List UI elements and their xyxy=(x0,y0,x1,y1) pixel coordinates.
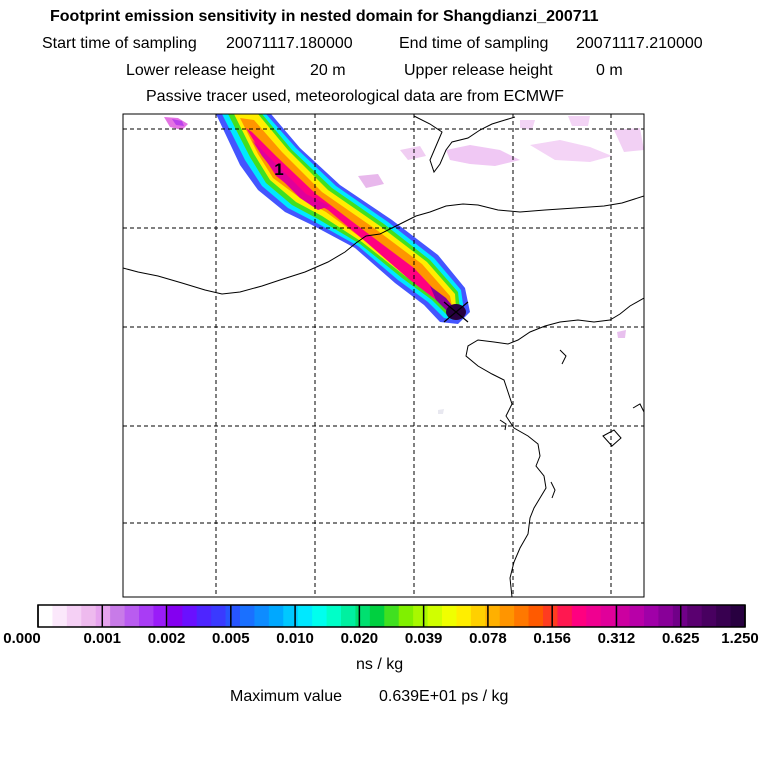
plume xyxy=(216,114,470,324)
colorbar-swatch xyxy=(413,605,429,627)
map-grid xyxy=(123,114,644,597)
colorbar-tick-label: 0.001 xyxy=(83,630,122,647)
colorbar-swatch xyxy=(196,605,212,627)
colorbar-swatch xyxy=(153,605,169,627)
colorbar-swatch xyxy=(499,605,515,627)
colorbar-frame xyxy=(37,604,746,628)
colorbar-swatch xyxy=(52,605,68,627)
colorbar-swatch xyxy=(312,605,328,627)
colorbar-swatch xyxy=(167,605,183,627)
map-frame xyxy=(122,113,645,598)
colorbar-swatch xyxy=(557,605,573,627)
lower-height-label: Lower release height xyxy=(126,62,275,79)
colorbar-tick-label: 0.625 xyxy=(661,630,700,647)
colorbar-swatch xyxy=(600,605,616,627)
lower-height-value: 20 m xyxy=(310,62,346,79)
colorbar-swatch xyxy=(268,605,284,627)
colorbar-swatch xyxy=(384,605,400,627)
start-time-value: 20071117.180000 xyxy=(226,35,353,52)
maximum-label: Maximum value xyxy=(230,688,343,705)
colorbar-tick-label: 0.039 xyxy=(404,630,443,647)
faint-patches xyxy=(164,116,644,414)
upper-height-value: 0 m xyxy=(596,62,623,79)
colorbar-swatch xyxy=(716,605,732,627)
colorbar-swatch xyxy=(66,605,82,627)
colorbar-swatch xyxy=(485,605,501,627)
colorbar-swatch xyxy=(456,605,472,627)
colorbar-tick-label: 0.010 xyxy=(276,630,314,647)
upper-height-label: Upper release height xyxy=(404,62,553,79)
colorbar-swatch xyxy=(528,605,544,627)
colorbar-swatch xyxy=(427,605,443,627)
start-time-label: Start time of sampling xyxy=(42,35,197,52)
colorbar-swatch xyxy=(182,605,198,627)
colorbar-tick-label: 0.020 xyxy=(340,630,379,647)
colorbar-swatch xyxy=(470,605,486,627)
coastlines-borders xyxy=(123,115,644,597)
colorbar-tick-label: 1.250 xyxy=(721,630,759,647)
colorbar-swatch xyxy=(615,605,631,627)
colorbar-swatch xyxy=(341,605,357,627)
plume-number-label: 1 xyxy=(274,160,283,179)
colorbar-swatch xyxy=(730,605,746,627)
colorbar-swatch xyxy=(514,605,530,627)
colorbar-swatch xyxy=(629,605,645,627)
colorbar-swatch xyxy=(283,605,299,627)
plume-layers xyxy=(123,114,644,597)
colorbar-swatch xyxy=(211,605,227,627)
colorbar-swatch xyxy=(95,605,111,627)
colorbar-swatch xyxy=(139,605,155,627)
colorbar-swatch xyxy=(240,605,256,627)
end-time-label: End time of sampling xyxy=(399,35,549,52)
colorbar-tick-label: 0.312 xyxy=(597,630,636,647)
colorbar-swatch xyxy=(543,605,559,627)
colorbar-swatch xyxy=(687,605,703,627)
maximum-value: 0.639E+01 ps / kg xyxy=(379,688,509,705)
colorbar-swatch xyxy=(658,605,674,627)
colorbar-swatch xyxy=(124,605,140,627)
colorbar-swatch xyxy=(326,605,342,627)
colorbar-swatch xyxy=(38,605,54,627)
colorbar-swatch xyxy=(571,605,587,627)
colorbar-swatch xyxy=(81,605,97,627)
end-time-value: 20071117.210000 xyxy=(576,35,703,52)
colorbar-swatch xyxy=(110,605,126,627)
colorbar-swatch xyxy=(225,605,241,627)
colorbar-tick-label: 0.002 xyxy=(147,630,186,647)
colorbar-unit: ns / kg xyxy=(356,656,404,673)
colorbar-swatch xyxy=(701,605,717,627)
colorbar-swatch xyxy=(442,605,458,627)
colorbar-swatch xyxy=(644,605,660,627)
colorbar-tick-label: 0.005 xyxy=(212,630,250,647)
colorbar-tick-label: 0.000 xyxy=(3,630,41,647)
map-title: Footprint emission sensitivity in nested… xyxy=(50,8,599,25)
colorbar-swatch xyxy=(355,605,371,627)
colorbar-swatch xyxy=(297,605,313,627)
colorbar-swatch xyxy=(398,605,414,627)
colorbar xyxy=(37,604,746,628)
colorbar-tick-label: 0.078 xyxy=(469,630,507,647)
colorbar-swatch xyxy=(254,605,270,627)
colorbar-swatch xyxy=(586,605,602,627)
colorbar-tick-label: 0.156 xyxy=(533,630,571,647)
colorbar-swatch xyxy=(369,605,385,627)
tracer-note: Passive tracer used, meteorological data… xyxy=(146,88,564,105)
